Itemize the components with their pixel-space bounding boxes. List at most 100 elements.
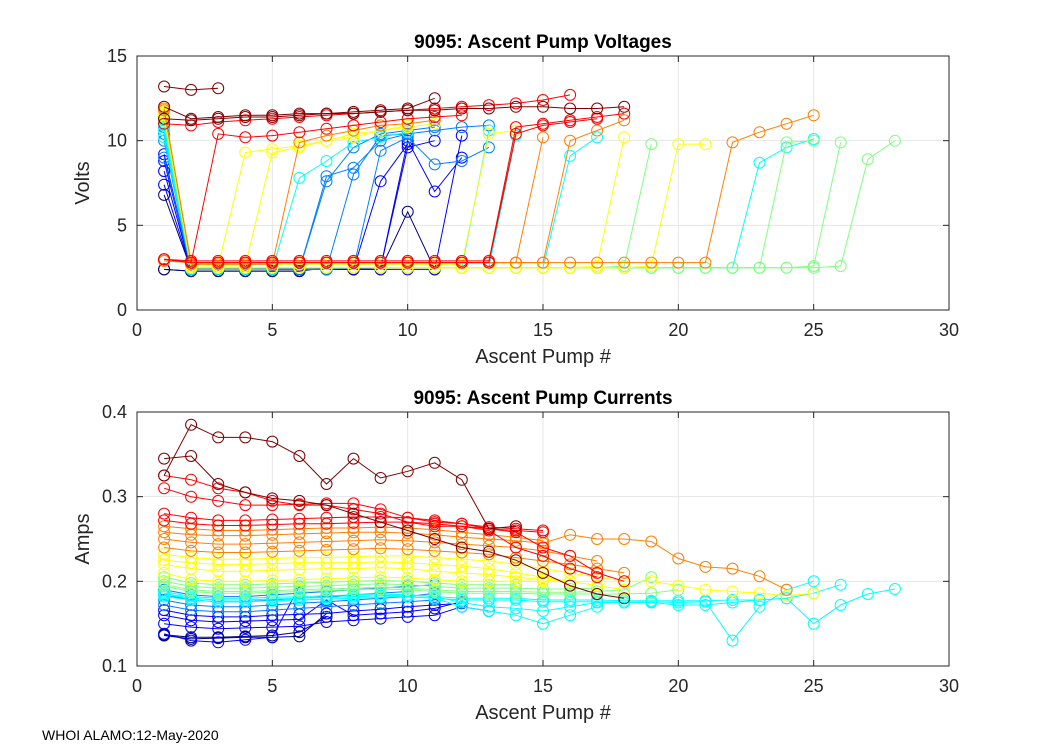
data-point [266,584,279,597]
data-point [564,88,577,101]
data-point [455,578,468,591]
series-line [164,606,489,630]
data-point [780,261,793,274]
data-point [239,565,252,578]
y-tick-label: 0 [117,300,127,320]
data-point [618,592,631,605]
data-point [374,574,387,587]
data-point [672,583,685,596]
data-point [482,102,495,115]
data-point [212,636,225,649]
data-point [591,124,604,137]
data-point [401,465,414,478]
data-point [428,114,441,127]
data-point [482,600,495,613]
data-point [672,599,685,611]
data-point [726,136,739,149]
data-point [347,161,360,174]
data-point [212,494,225,507]
data-point [455,473,468,486]
data-point [509,121,522,134]
data-point [293,136,306,149]
data-point [428,111,441,123]
data-point [726,594,739,606]
data-point [293,139,306,152]
data-point [212,482,225,495]
data-point [347,452,360,465]
data-point [293,109,306,122]
data-point [158,253,171,266]
data-point [185,577,198,589]
data-point [888,134,901,147]
data-point [509,571,522,584]
data-point [618,107,631,120]
data-point [185,583,198,596]
data-point [753,600,766,613]
data-point [753,261,766,274]
data-point [537,534,549,547]
data-point [428,520,441,533]
data-point [455,121,468,134]
data-point [158,100,171,113]
data-point [564,609,577,622]
data-point [212,575,225,588]
data-point [455,538,468,551]
data-point [374,571,387,584]
data-point [347,503,360,516]
data-point [509,522,522,535]
data-point [266,129,279,142]
data-point [726,585,739,598]
data-point [374,581,387,594]
series-line [164,596,598,625]
data-point [645,535,658,548]
data-point [645,138,658,151]
x-tick-label: 0 [132,320,142,340]
data-point [509,541,522,554]
data-point [212,553,225,566]
data-point [185,418,198,431]
data-point [185,634,198,647]
data-point [293,573,306,586]
series-line [164,475,598,578]
data-point [212,514,225,527]
data-point [374,503,387,516]
data-point [374,507,387,520]
data-point [672,579,685,592]
data-point [753,570,766,583]
data-point [212,112,225,125]
data-point [320,579,333,592]
data-point [320,576,333,589]
data-point [482,575,495,588]
data-point [374,607,387,620]
data-point [347,107,360,120]
data-point [266,499,279,512]
series-line [163,131,408,270]
data-point [293,254,306,267]
x-tick-label: 5 [267,676,277,696]
data-point [347,582,360,595]
data-point [212,538,225,551]
data-point [645,571,658,584]
data-point [401,205,414,218]
data-point [374,542,387,555]
data-point [158,617,171,630]
data-point [455,600,468,613]
data-point [239,514,252,527]
data-point [509,585,522,598]
data-point [158,585,171,598]
data-point [455,566,468,579]
data-point [509,520,522,533]
data-point [293,126,306,139]
data-point [537,541,549,554]
series-line [163,108,435,265]
x-axis-label: Ascent Pump # [475,702,612,724]
data-point [564,114,577,127]
data-point [185,544,198,557]
data-point [591,566,604,579]
data-point [645,594,658,607]
data-point [645,260,658,272]
data-point [293,620,306,633]
data-point [482,562,495,575]
chart-title: 9095: Ascent Pump Voltages [414,32,672,53]
